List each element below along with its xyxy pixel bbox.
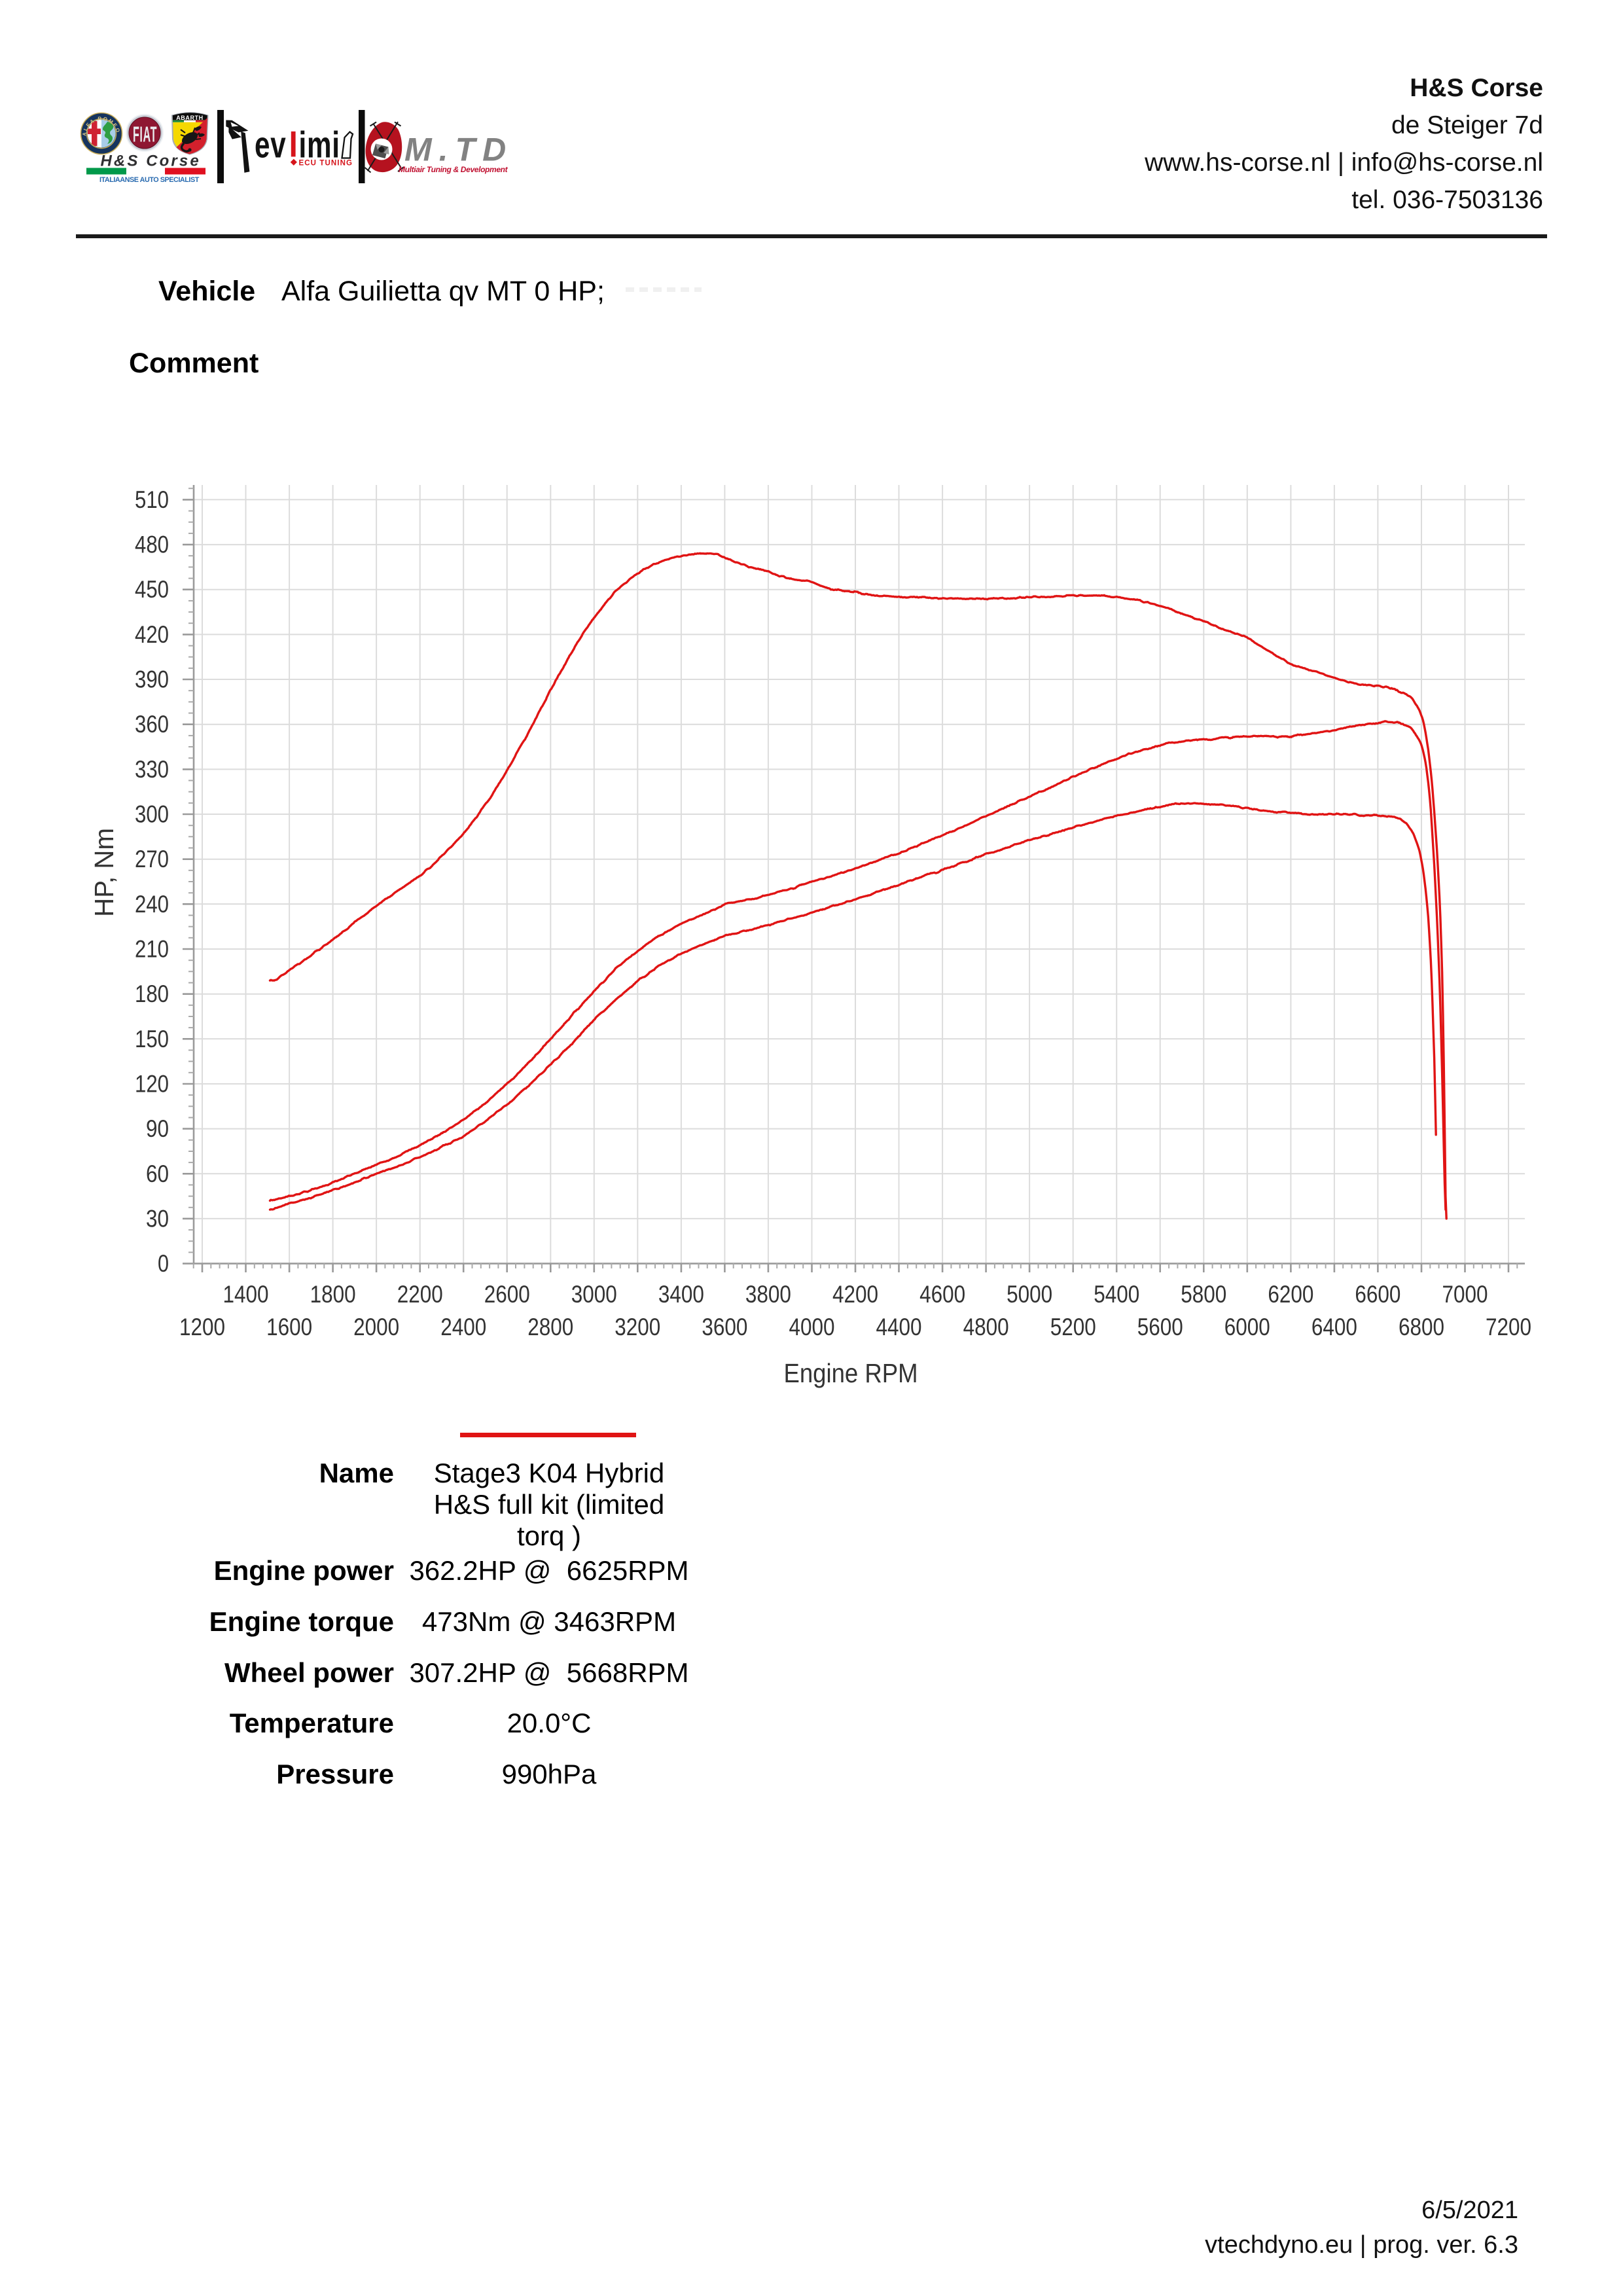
svg-text:4600: 4600 <box>919 1281 965 1308</box>
svg-text:2200: 2200 <box>397 1281 443 1308</box>
svg-text:3400: 3400 <box>658 1281 704 1308</box>
svg-text:210: 210 <box>135 936 169 963</box>
svg-text:ABARTH: ABARTH <box>176 115 204 121</box>
svg-text:5200: 5200 <box>1050 1314 1096 1340</box>
svg-text:4800: 4800 <box>963 1314 1009 1340</box>
svg-text:FIAT: FIAT <box>133 122 157 147</box>
svg-text:5400: 5400 <box>1094 1281 1139 1308</box>
svg-text:H&S Corse: H&S Corse <box>101 152 201 170</box>
svg-text:3200: 3200 <box>615 1314 660 1340</box>
svg-text:420: 420 <box>135 621 169 648</box>
svg-text:5000: 5000 <box>1007 1281 1052 1308</box>
svg-text:330: 330 <box>135 756 169 783</box>
svg-text:270: 270 <box>135 846 169 872</box>
svg-text:ev: ev <box>255 124 286 166</box>
svg-text:4000: 4000 <box>789 1314 835 1340</box>
svg-text:1200: 1200 <box>179 1314 225 1340</box>
svg-text:240: 240 <box>135 891 169 918</box>
svg-text:510: 510 <box>135 486 169 513</box>
svg-text:M.TD: M.TD <box>404 131 513 168</box>
svg-text:7000: 7000 <box>1442 1281 1488 1308</box>
svg-text:ECU TUNING: ECU TUNING <box>299 159 353 167</box>
svg-text:Multiair Tuning & Development: Multiair Tuning & Development <box>399 165 508 174</box>
svg-text:ITALIAANSE AUTO SPECIALIST: ITALIAANSE AUTO SPECIALIST <box>99 176 200 184</box>
svg-text:HP, Nm: HP, Nm <box>89 828 119 917</box>
svg-text:3600: 3600 <box>702 1314 747 1340</box>
svg-text:90: 90 <box>146 1115 169 1142</box>
svg-text:180: 180 <box>135 980 169 1007</box>
svg-text:60: 60 <box>146 1160 169 1187</box>
svg-text:30: 30 <box>146 1205 169 1232</box>
svg-text:3800: 3800 <box>745 1281 791 1308</box>
svg-text:2000: 2000 <box>353 1314 399 1340</box>
svg-text:360: 360 <box>135 711 169 738</box>
svg-text:imi: imi <box>299 124 340 166</box>
svg-text:6000: 6000 <box>1224 1314 1270 1340</box>
svg-text:1400: 1400 <box>223 1281 269 1308</box>
svg-text:4200: 4200 <box>832 1281 878 1308</box>
svg-text:6400: 6400 <box>1311 1314 1357 1340</box>
svg-text:6800: 6800 <box>1399 1314 1444 1340</box>
svg-text:390: 390 <box>135 666 169 693</box>
svg-text:2400: 2400 <box>440 1314 486 1340</box>
svg-text:4400: 4400 <box>876 1314 922 1340</box>
svg-text:450: 450 <box>135 576 169 603</box>
svg-text:0: 0 <box>158 1250 169 1277</box>
svg-text:2800: 2800 <box>527 1314 573 1340</box>
svg-text:150: 150 <box>135 1026 169 1052</box>
svg-text:1800: 1800 <box>310 1281 356 1308</box>
svg-text:300: 300 <box>135 801 169 828</box>
svg-text:120: 120 <box>135 1071 169 1098</box>
svg-text:5600: 5600 <box>1137 1314 1183 1340</box>
svg-text:480: 480 <box>135 531 169 558</box>
svg-text:1600: 1600 <box>266 1314 312 1340</box>
svg-text:7200: 7200 <box>1486 1314 1531 1340</box>
svg-text:Engine RPM: Engine RPM <box>784 1358 918 1388</box>
svg-text:2600: 2600 <box>484 1281 530 1308</box>
svg-text:6600: 6600 <box>1355 1281 1400 1308</box>
svg-text:6200: 6200 <box>1268 1281 1313 1308</box>
svg-text:5800: 5800 <box>1181 1281 1226 1308</box>
svg-text:3000: 3000 <box>571 1281 617 1308</box>
